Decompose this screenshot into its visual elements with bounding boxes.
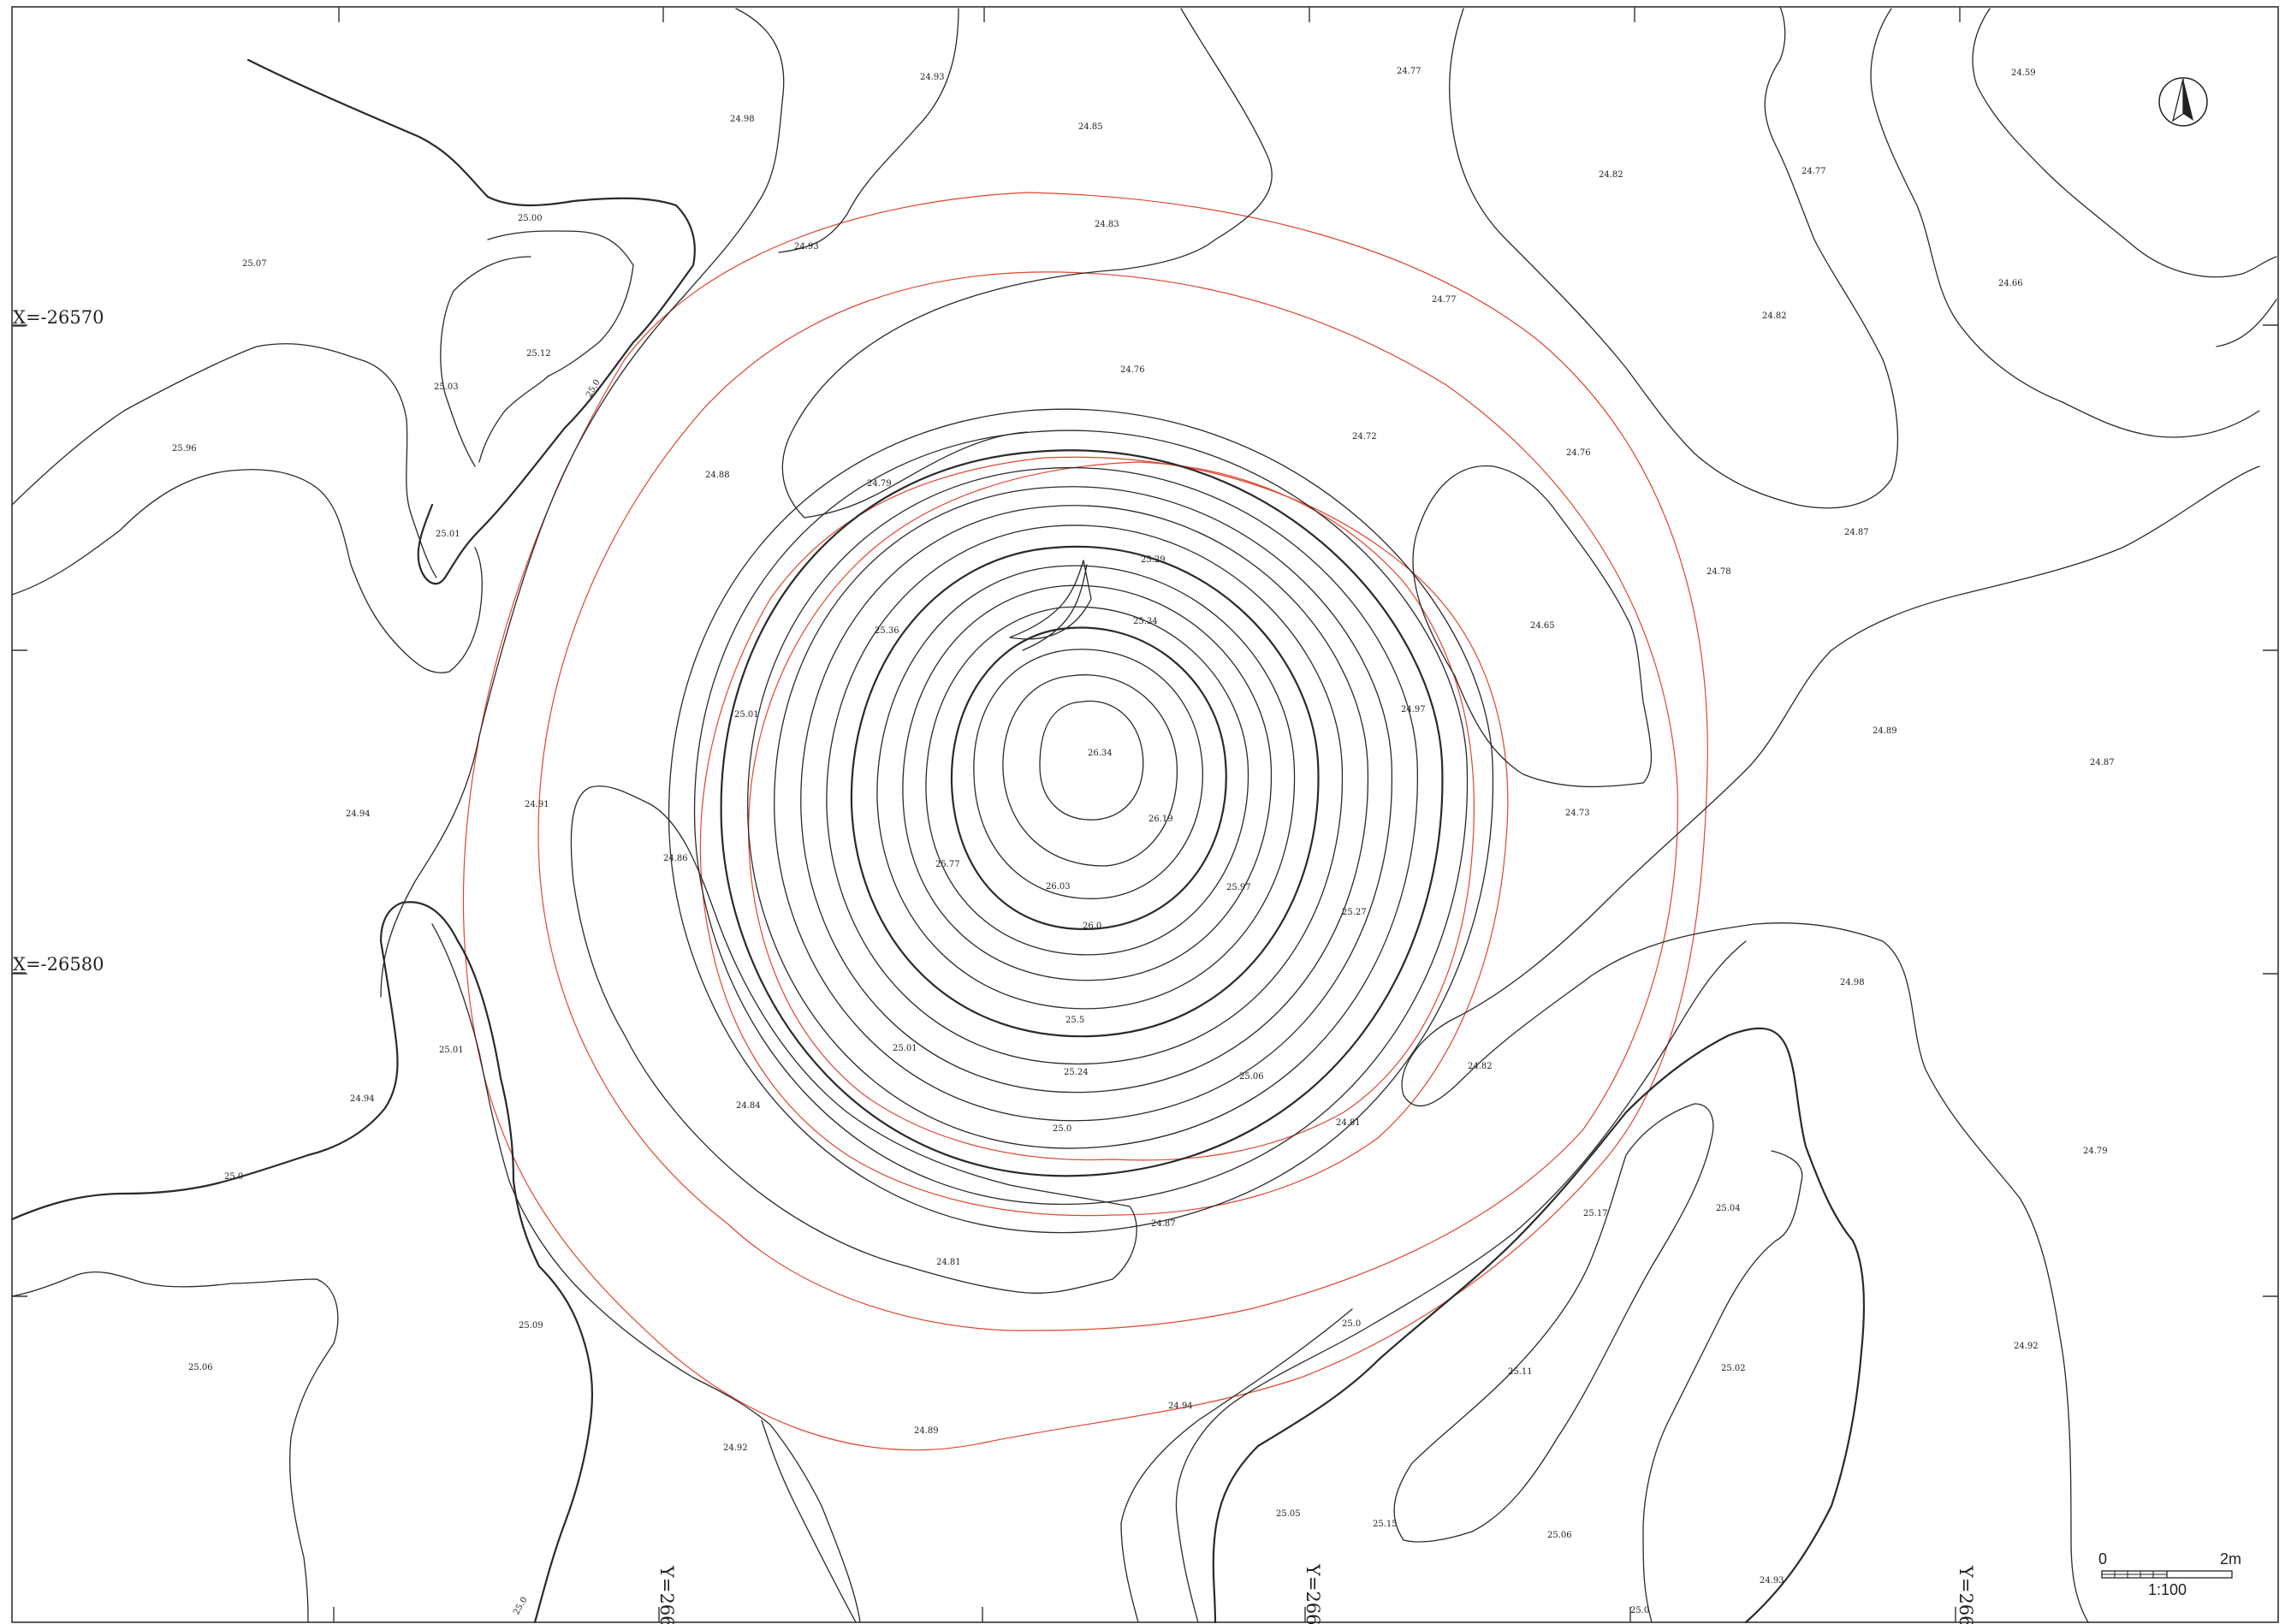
grid-labels: X=-26570 X=-26580 Y=26660 Y=26670 Y=2668… (13, 307, 1976, 1624)
spot-height: 25.11 (1508, 1367, 1533, 1377)
contour-label: 25.5 (1065, 1016, 1084, 1025)
north-arrow-icon (2158, 77, 2208, 127)
spot-height: 25.27 (1342, 908, 1367, 917)
scale-zero: 0 (2098, 1550, 2107, 1568)
spot-height: 25.06 (188, 1363, 213, 1372)
spot-height: 24.85 (1078, 122, 1103, 132)
spot-height: 24.79 (2083, 1147, 2108, 1156)
spot-height: 25.01 (436, 530, 460, 539)
spot-height: 24.91 (525, 800, 549, 809)
spot-height: 24.93 (1760, 1576, 1784, 1585)
contour-label: 25.0 (1053, 1124, 1071, 1134)
spot-height: 24.65 (1530, 621, 1555, 631)
map-frame (11, 6, 2279, 1623)
spot-height: 24.81 (936, 1258, 961, 1267)
spot-height: 24.93 (920, 73, 945, 82)
spot-height: 25.07 (242, 259, 267, 269)
spot-height: 24.82 (1468, 1062, 1493, 1071)
spot-height: 26.03 (1046, 882, 1071, 892)
spot-height: 24.66 (1998, 279, 2023, 288)
spot-height: 25.01 (734, 710, 759, 720)
scale-bar: 0 2m 1:100 (2098, 1550, 2241, 1598)
spot-height: 24.94 (350, 1094, 375, 1104)
spot-height: 24.94 (346, 809, 371, 819)
spot-height: 25.06 (1547, 1531, 1572, 1540)
grid-label-y-left: Y=26660 (656, 1565, 677, 1624)
spot-height: 24.76 (1120, 365, 1145, 375)
spot-height: 24.81 (1336, 1118, 1361, 1128)
contour-label: 25.0 (1342, 1319, 1361, 1329)
contour-label: 25.0 (1630, 1606, 1649, 1615)
spot-height: 24.79 (867, 479, 892, 489)
spot-height: 25.15 (1373, 1520, 1398, 1529)
spot-height: 24.92 (723, 1443, 748, 1453)
spot-height: 24.93 (794, 242, 819, 252)
spot-height: 25.34 (1133, 617, 1158, 626)
spot-height: 24.98 (1840, 978, 1865, 987)
spot-height: 24.92 (2014, 1342, 2039, 1351)
scale-ratio: 1:100 (2148, 1581, 2187, 1598)
spot-height: 24.59 (2011, 68, 2036, 78)
grid-label-x-top: X=-26570 (13, 307, 104, 328)
spot-height: 24.77 (1397, 67, 1421, 76)
spot-height: 24.98 (730, 115, 755, 124)
spot-height: 24.89 (914, 1426, 939, 1436)
spot-height: 25.17 (1583, 1209, 1608, 1218)
spot-height: 24.78 (1706, 567, 1731, 577)
spot-height: 24.82 (1599, 170, 1623, 180)
spot-height: 24.88 (705, 471, 730, 480)
spot-height: 25.01 (439, 1046, 464, 1055)
spot-height: 25.97 (1226, 883, 1251, 892)
spot-height: 25.01 (893, 1044, 917, 1053)
spot-height: 25.06 (1239, 1072, 1264, 1082)
spot-height: 24.76 (1566, 448, 1591, 458)
spot-height: 24.94 (1168, 1402, 1193, 1411)
design-contour-4 (748, 461, 1475, 1161)
spot-height: 24.77 (1801, 167, 1826, 176)
spot-height: 24.77 (1432, 295, 1457, 305)
spot-height: 25.24 (1064, 1068, 1089, 1077)
spot-height: 24.84 (736, 1101, 761, 1111)
spot-height: 24.87 (2090, 758, 2115, 768)
spot-height: 26.34 (1088, 749, 1113, 758)
spot-height: 26.19 (1148, 815, 1173, 824)
spot-height: 24.86 (663, 854, 688, 863)
spot-height: 24.83 (1095, 220, 1119, 229)
spot-height: 25.77 (935, 860, 960, 869)
scale-end: 2m (2220, 1550, 2241, 1568)
spot-heights: 24.93 24.77 24.59 24.98 24.85 25.00 25.0… (172, 67, 2115, 1585)
contour-label: 25.0 (224, 1172, 243, 1182)
spot-height: 25.12 (526, 349, 551, 359)
design-contour-2 (537, 271, 1678, 1331)
design-contour-outer (462, 192, 1708, 1451)
terrain-contours (10, 6, 2277, 1624)
spot-height: 25.29 (1141, 555, 1166, 565)
spot-height: 25.96 (172, 444, 197, 453)
spot-height: 25.00 (518, 214, 543, 223)
spot-height: 24.73 (1565, 809, 1590, 818)
contour-label: 25.0 (512, 1596, 530, 1617)
spot-height: 24.82 (1762, 311, 1787, 321)
spot-height: 25.09 (519, 1321, 543, 1331)
grid-label-x-bottom: X=-26580 (13, 954, 104, 975)
spot-height: 25.36 (875, 626, 899, 636)
spot-height: 25.02 (1721, 1364, 1746, 1373)
spot-height: 24.87 (1844, 528, 1869, 537)
spot-height: 24.97 (1401, 705, 1426, 714)
grid-label-y-right: Y=26680 (1956, 1565, 1976, 1624)
design-contour-3 (699, 456, 1509, 1217)
spot-height: 25.05 (1276, 1509, 1301, 1519)
grid-label-y-mid: Y=26670 (1303, 1563, 1323, 1624)
spot-height: 24.87 (1151, 1219, 1176, 1229)
spot-height: 25.03 (434, 382, 459, 392)
design-contours (462, 192, 1708, 1451)
spot-height: 24.72 (1352, 432, 1377, 442)
contour-label: 26.0 (1083, 922, 1101, 931)
spot-height: 24.89 (1873, 726, 1897, 736)
spot-height: 25.04 (1716, 1204, 1741, 1213)
